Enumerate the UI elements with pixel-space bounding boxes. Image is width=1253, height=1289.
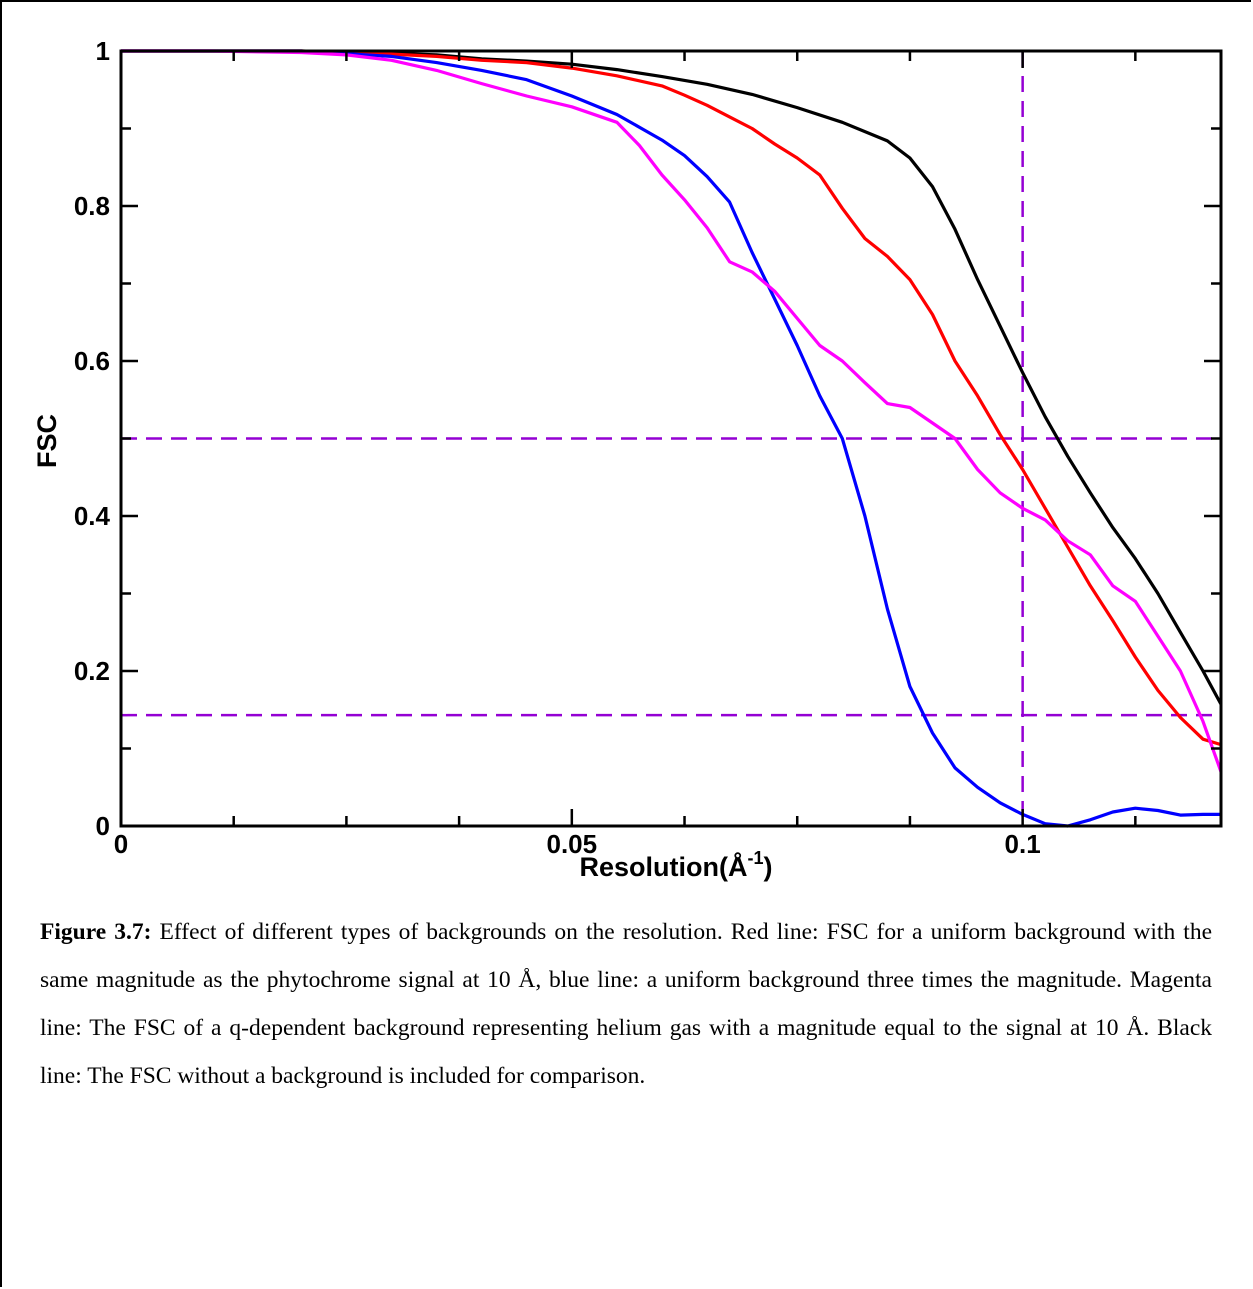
caption-label: Figure 3.7: [40, 919, 152, 945]
x-tick-label-2: 0.1 [1005, 829, 1041, 859]
x-axis-title-main: Resolution(Å [579, 851, 747, 882]
x-axis-title-sup: -1 [747, 848, 763, 868]
series-black-line [121, 49, 1223, 706]
series-magenta-line [121, 49, 1223, 773]
y-tick-label-0: 0 [96, 811, 110, 841]
series-red-line [121, 49, 1222, 747]
x-axis-title: Resolution(Å-1) [579, 848, 772, 882]
x-axis-title-close: ) [764, 852, 773, 882]
y-tick-label-5: 1 [96, 36, 110, 66]
y-axis-title: FSC [32, 414, 62, 468]
fsc-chart: 0 0.05 0.1 0 0.2 0.4 0.6 0.8 1 FSC Resolution(Å-… [32, 36, 1223, 882]
tick-labels: 0 0.05 0.1 0 0.2 0.4 0.6 0.8 1 [74, 36, 1041, 859]
reference-lines [121, 51, 1221, 826]
y-tick-label-1: 0.2 [74, 656, 110, 686]
series-group [121, 49, 1223, 828]
y-tick-label-2: 0.4 [74, 501, 111, 531]
y-tick-label-3: 0.6 [74, 346, 110, 376]
axes [119, 49, 1223, 828]
x-tick-label-1: 0.05 [547, 829, 598, 859]
caption-text: Effect of different types of backgrounds… [40, 919, 1213, 1089]
figure-caption: Figure 3.7: Effect of different types of… [40, 908, 1212, 1100]
series-blue-line [121, 49, 1221, 828]
x-tick-label-0: 0 [114, 829, 128, 859]
y-tick-label-4: 0.8 [74, 191, 110, 221]
